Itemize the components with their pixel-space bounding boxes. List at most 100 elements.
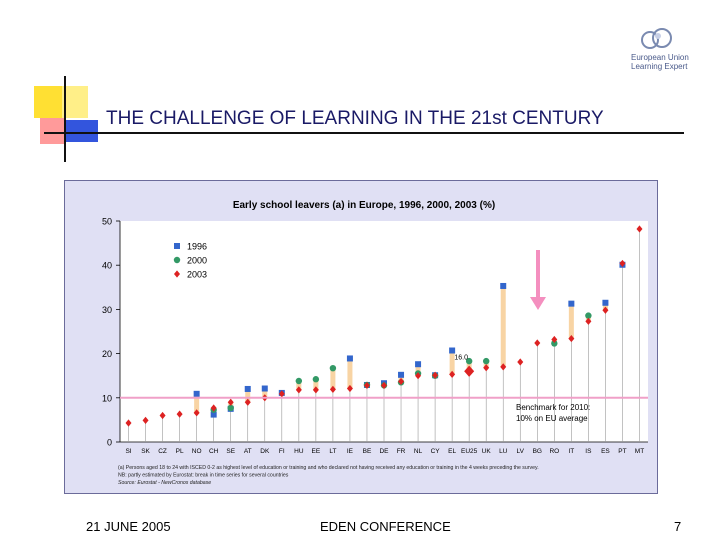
point-1996-ES: [602, 299, 609, 306]
point-2003-HU: [295, 386, 302, 394]
chart-notes: (a) Persons aged 18 to 24 with ISCED 0-2…: [118, 465, 539, 486]
deco-horizontal-line: [44, 132, 684, 134]
chart-title: Early school leavers (a) in Europe, 1996…: [233, 200, 495, 211]
x-tick-label: EU25: [461, 448, 478, 455]
point-2000-IS: [585, 312, 592, 319]
x-tick-label: SK: [141, 448, 150, 455]
point-2000-EU25: [465, 357, 473, 365]
point-2003-NO: [193, 409, 200, 417]
deco-yellow-square: [34, 86, 64, 118]
point-1996-IE: [346, 355, 353, 362]
x-tick-label: EL: [448, 448, 456, 455]
point-2003-PL: [176, 410, 183, 418]
slide-title: THE CHALLENGE OF LEARNING IN THE 21st CE…: [106, 108, 604, 129]
eu-learning-expert-logo: [641, 28, 672, 49]
legend-marker-2003: [174, 270, 180, 278]
point-1996-NL: [415, 361, 422, 368]
point-2003-IS: [585, 317, 592, 325]
deco-blue-square: [66, 120, 98, 142]
point-2003-CH: [210, 404, 217, 412]
point-1996-AT: [244, 385, 251, 392]
point-2000-RO: [551, 340, 558, 347]
pink-arrow-shaft: [536, 250, 540, 298]
point-2003-BE: [363, 381, 370, 390]
point-2003-FR: [398, 377, 405, 386]
change-bar: [245, 388, 251, 403]
point-1996-LU: [500, 282, 507, 289]
pink-arrow-icon: [530, 297, 546, 310]
x-tick-label: CZ: [158, 448, 167, 455]
point-1996-IT: [568, 300, 575, 307]
change-bar: [330, 368, 336, 390]
point-1996-DK: [261, 385, 268, 392]
deco-red-square: [40, 118, 66, 144]
x-tick-label: NO: [192, 448, 202, 455]
chart-title-text: Early school leavers (a) in Europe, 1996…: [233, 200, 495, 211]
x-tick-label: SI: [125, 448, 131, 455]
point-2003-IT: [568, 334, 575, 343]
point-2003-NL: [415, 372, 422, 380]
x-tick-label: ES: [601, 448, 610, 455]
point-2003-PT: [619, 259, 626, 268]
point-2000-SE: [227, 404, 234, 412]
point-2003-CY: [432, 371, 439, 379]
x-tick-label: AT: [244, 448, 252, 455]
x-tick-label: FR: [397, 448, 406, 455]
x-tick-label: IS: [585, 448, 592, 455]
x-tick-label: BE: [363, 448, 372, 455]
chart-axes: 0 10 20 30 40 50 SI SK CZ PL NO CH SE AT DK FI HU EE LT IE B…: [102, 217, 648, 455]
x-tick-label: IE: [347, 448, 354, 455]
y-tick-label: 10: [102, 393, 112, 403]
y-tick-label: 20: [102, 349, 112, 359]
y-tick-label: 0: [107, 438, 112, 448]
x-tick-label: MT: [635, 448, 644, 455]
change-bar: [194, 393, 200, 413]
x-tick-label: NL: [414, 448, 423, 455]
y-tick-label: 50: [102, 217, 112, 227]
deco-vertical-line: [64, 76, 66, 162]
benchmark-label-line2: 10% on EU average: [516, 414, 588, 423]
legend-label: 2000: [187, 256, 207, 266]
logo-text: European Union Learning Expert: [631, 53, 689, 71]
change-bar: [602, 302, 608, 311]
chart-note: Source: Eurostat - NewCronos database: [118, 480, 211, 486]
x-tick-label: RO: [549, 448, 559, 455]
x-tick-label: IT: [568, 448, 574, 455]
deco-yellow-square-2: [62, 86, 88, 118]
chart-note: (a) Persons aged 18 to 24 with ISCED 0-2…: [118, 465, 539, 471]
page-number: 7: [674, 519, 682, 534]
chart-legend: 1996 2000 2003: [173, 242, 207, 280]
point-2000-HU: [295, 377, 303, 385]
x-tick-label: LU: [499, 448, 508, 455]
point-2003-EE: [312, 386, 319, 394]
benchmark-label-line1: Benchmark for 2010:: [516, 403, 590, 412]
chart-stems: [128, 228, 640, 442]
change-bar: [415, 364, 421, 376]
point-1996-NO: [193, 390, 200, 397]
change-bar: [313, 379, 319, 390]
footer-date: 21 JUNE 2005: [86, 519, 171, 534]
legend-marker-1996: [174, 243, 180, 249]
x-tick-label: DK: [260, 448, 270, 455]
footer-event: EDEN CONFERENCE: [320, 519, 451, 534]
x-tick-label: PL: [176, 448, 184, 455]
x-tick-label: DE: [379, 448, 389, 455]
point-1996-FR: [398, 371, 405, 378]
x-tick-label: CH: [209, 448, 219, 455]
x-tick-label: LT: [329, 448, 336, 455]
x-tick-label: HU: [294, 448, 304, 455]
x-tick-label: UK: [482, 448, 492, 455]
point-1996-EL: [449, 347, 456, 354]
x-tick-label: PT: [618, 448, 626, 455]
point-2003-IE: [346, 384, 353, 393]
y-tick-label: 30: [102, 305, 112, 315]
point-2003-RO: [551, 335, 558, 344]
x-tick-label: EE: [312, 448, 321, 455]
legend-label: 1996: [187, 242, 207, 252]
x-tick-label: LV: [517, 448, 525, 455]
x-tick-label: BG: [533, 448, 542, 455]
point-2003-ES: [602, 306, 609, 314]
change-bar: [568, 303, 574, 339]
x-tick-label: SE: [226, 448, 235, 455]
early-school-leavers-chart: Early school leavers (a) in Europe, 1996…: [102, 200, 648, 486]
